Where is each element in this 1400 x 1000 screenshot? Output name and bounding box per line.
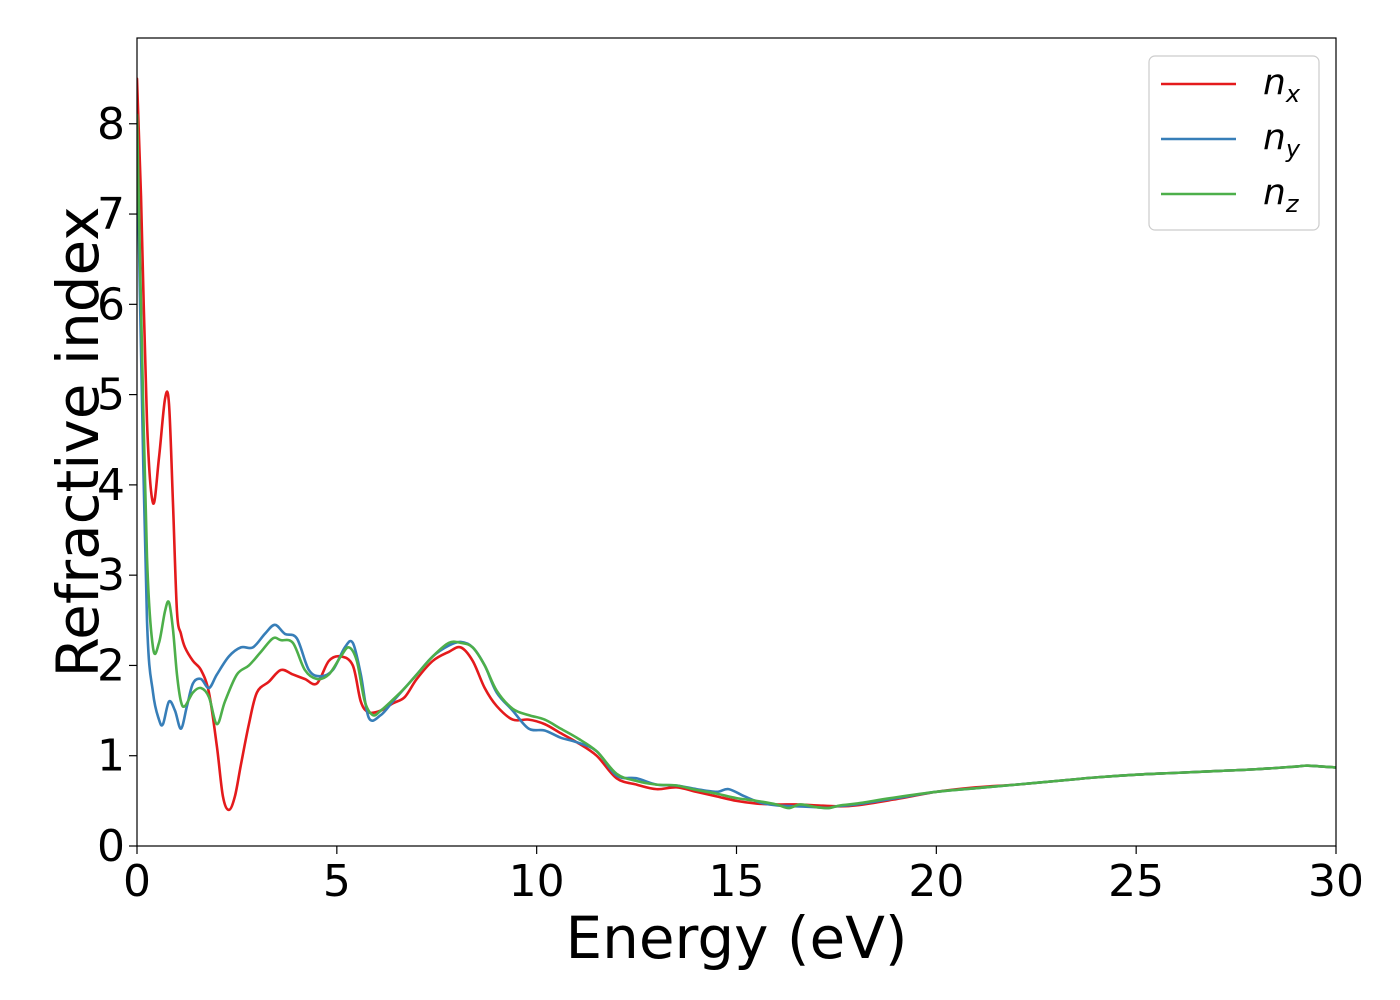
series-line-ny [137,131,1336,810]
y-tick-label: 3 [97,550,125,601]
x-tick-label: 25 [1108,856,1164,907]
y-tick-label: 1 [97,731,125,782]
x-tick-label: 30 [1308,856,1364,907]
y-tick-label: 2 [97,640,125,691]
legend-label-nz: nz [1263,172,1300,218]
legend-label-nx: nx [1263,62,1301,108]
y-tick-label: 5 [97,370,125,421]
y-axis-ticks: 0 1 2 3 4 5 6 7 8 [97,99,137,872]
y-tick-label: 7 [97,189,125,240]
x-tick-label: 15 [709,856,765,907]
y-tick-label: 4 [97,460,125,511]
legend: nx ny nz [1148,55,1320,231]
x-axis-title: Energy (eV) [565,904,907,972]
x-tick-label: 20 [908,856,964,907]
series-line-nz [137,113,1336,810]
x-axis-ticks: 0 5 10 15 20 25 30 [123,846,1364,907]
y-tick-label: 6 [97,279,125,330]
legend-box [1148,55,1320,231]
legend-label-ny: ny [1263,117,1301,163]
x-tick-label: 5 [323,856,351,907]
x-tick-label: 0 [123,856,151,907]
y-tick-label: 0 [97,821,125,872]
x-tick-label: 10 [509,856,565,907]
series-layer [137,77,1336,812]
y-tick-label: 8 [97,99,125,150]
y-axis-title: Refractive index [44,206,112,677]
